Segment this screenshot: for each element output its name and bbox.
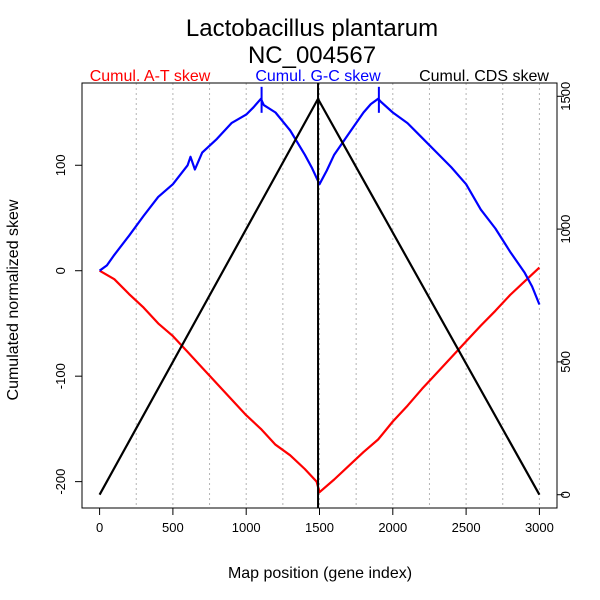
x-tick-label-0: 0 [96,520,103,535]
y-axis-label: Cumulated normalized skew [5,199,22,400]
legend-entry-cds: Cumul. CDS skew [419,68,549,85]
y-right-tick-label-3: 1500 [558,82,573,111]
legend-entry-at: Cumul. A-T skew [90,68,211,85]
legend: Cumul. A-T skew Cumul. G-C skew Cumul. C… [90,68,550,85]
y-tick-label-1: -100 [53,363,68,389]
y-right-tick-label-2: 1000 [558,215,573,244]
axes-group: 0 500 1000 1500 2000 2500 3000-200-10001000500… [53,82,573,535]
x-tick-label-1: 500 [162,520,184,535]
y-right-tick-label-0: 0 [558,491,573,498]
legend-entry-gc: Cumul. G-C skew [255,68,381,85]
grid-lines [135,83,540,508]
x-axis-label: Map position (gene index) [228,565,412,582]
annotation-group [260,83,380,508]
chart-title-line1: Lactobacillus plantarum [186,15,438,42]
x-tick-label-2: 1000 [232,520,261,535]
y-tick-label-2: 0 [53,267,68,274]
x-tick-label-6: 3000 [525,520,554,535]
y-tick-label-3: 100 [53,154,68,176]
y-tick-label-0: -200 [53,469,68,495]
x-tick-label-5: 2500 [452,520,481,535]
x-tick-label-4: 2000 [378,520,407,535]
y-right-tick-label-1: 500 [558,351,573,373]
chart-title-line2: NC_004567 [248,42,376,69]
x-tick-label-3: 1500 [305,520,334,535]
series-line-1 [98,97,541,305]
